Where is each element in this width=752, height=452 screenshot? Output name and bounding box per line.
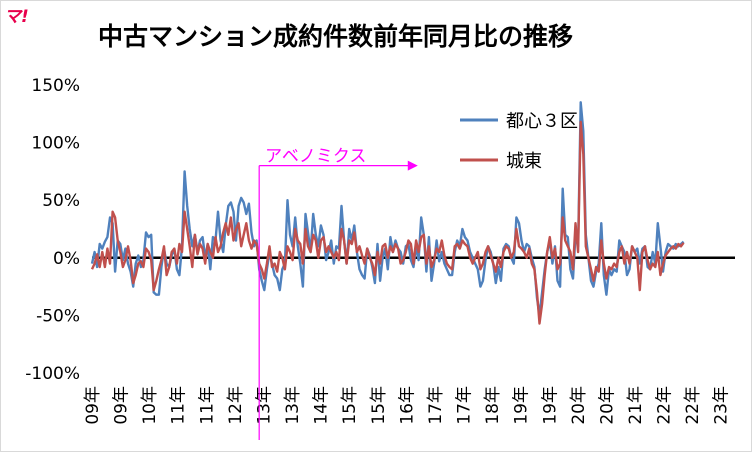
x-tick-label: 22年 <box>683 386 703 425</box>
x-tick-label: 13年 <box>283 386 303 425</box>
x-tick-label: 12年 <box>226 386 246 425</box>
x-tick-label: 22年 <box>655 386 675 425</box>
abenomics-annotation: アベノミクス <box>258 147 418 440</box>
y-tick-label: -50% <box>36 306 80 326</box>
x-tick-label: 15年 <box>369 386 389 425</box>
x-tick-label: 20年 <box>569 386 589 425</box>
x-tick-label: 20年 <box>597 386 617 425</box>
x-axis-ticks: 09年 09年 10年 11年 11年 12年 13年 13年 14年 15年 15年 16年 17年 1… <box>83 386 732 425</box>
x-tick-label: 13年 <box>254 386 274 425</box>
y-tick-label: 0% <box>53 249 80 269</box>
x-tick-label: 21年 <box>626 386 646 425</box>
y-axis-ticks: 150% 100% 50% 0% -50% -100% <box>25 76 80 384</box>
x-tick-label: 18年 <box>483 386 503 425</box>
x-tick-label: 09年 <box>112 386 132 425</box>
legend-label-1: 都心３区 <box>506 111 578 132</box>
x-tick-label: 23年 <box>712 386 732 425</box>
y-tick-label: 150% <box>31 76 80 96</box>
y-tick-label: 100% <box>31 134 80 154</box>
y-tick-label: -100% <box>25 364 80 384</box>
x-tick-label: 19年 <box>540 386 560 425</box>
x-tick-label: 10年 <box>140 386 160 425</box>
y-tick-label: 50% <box>42 191 80 211</box>
annotation-arrow-head <box>407 160 418 171</box>
chart-title: 中古マンション成約件数前年同月比の推移 <box>98 22 573 51</box>
x-tick-label: 11年 <box>169 386 189 425</box>
series-line-2 <box>90 120 685 325</box>
x-tick-label: 15年 <box>340 386 360 425</box>
legend-label-2: 城東 <box>506 151 542 172</box>
x-tick-label: 17年 <box>455 386 475 425</box>
x-tick-label: 16年 <box>397 386 417 425</box>
x-tick-label: 17年 <box>426 386 446 425</box>
annotation-label: アベノミクス <box>265 147 366 167</box>
series-layer <box>90 101 685 325</box>
x-tick-label: 09年 <box>83 386 103 425</box>
logo-mark: マ! <box>4 7 29 27</box>
x-tick-label: 19年 <box>512 386 532 425</box>
x-tick-label: 11年 <box>197 386 217 425</box>
x-tick-label: 14年 <box>312 386 332 425</box>
